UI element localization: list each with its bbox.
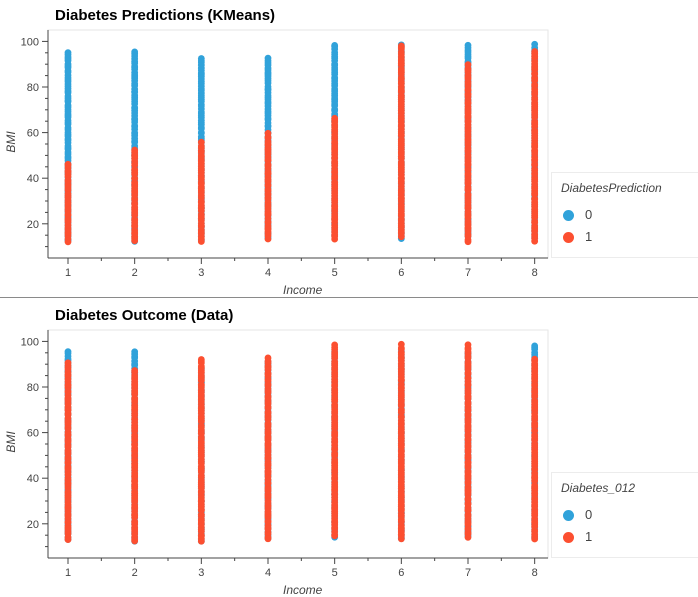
x-tick-label: 6 xyxy=(398,567,404,579)
legend-dot-1 xyxy=(563,232,574,243)
y-tick-label: 40 xyxy=(27,473,39,485)
x-tick-label: 5 xyxy=(332,267,338,279)
y-tick-label: 40 xyxy=(27,173,39,185)
legend-label-1: 1 xyxy=(585,529,593,544)
scatter-plot-outcome[interactable]: 20 40 60 80 100 1 2 3 4 5 6 7 8 xyxy=(0,300,560,596)
legend-dot-0 xyxy=(563,510,574,521)
data-point xyxy=(64,348,72,356)
y-axis-label: BMI xyxy=(4,431,18,453)
data-point xyxy=(131,48,139,56)
data-point xyxy=(197,138,205,146)
chart-panel-outcome: Diabetes Outcome (Data) 20 40 60 80 100 1 2 3 4 5… xyxy=(0,300,698,597)
x-tick-label: 2 xyxy=(132,567,138,579)
chart-panel-predictions: Diabetes Predictions (KMeans) 20 40 60 80 10… xyxy=(0,0,698,297)
x-tick-label: 4 xyxy=(265,567,271,579)
chart-title: Diabetes Outcome (Data) xyxy=(55,307,234,324)
legend-dot-0 xyxy=(563,210,574,221)
legend: DiabetesPrediction 0 1 xyxy=(551,172,698,258)
x-axis-label: Income xyxy=(283,583,323,597)
legend-label-0: 0 xyxy=(585,207,593,222)
x-tick-label: 4 xyxy=(265,267,271,279)
x-axis-label: Income xyxy=(283,283,323,297)
data-point xyxy=(64,49,72,57)
data-point xyxy=(397,42,405,50)
legend-title: DiabetesPrediction xyxy=(561,181,662,195)
data-point xyxy=(531,40,539,48)
data-point xyxy=(331,42,339,49)
data-point xyxy=(531,48,539,55)
data-point xyxy=(331,341,339,349)
data-point xyxy=(464,61,472,69)
x-tick-label: 3 xyxy=(198,567,204,579)
data-point xyxy=(531,355,539,363)
x-tick-label: 1 xyxy=(65,267,71,279)
x-tick-label: 6 xyxy=(398,267,404,279)
x-tick-label: 3 xyxy=(198,267,204,279)
series-1 xyxy=(64,42,539,246)
data-point xyxy=(264,54,272,62)
data-point xyxy=(331,114,339,122)
x-tick-label: 7 xyxy=(465,267,471,279)
y-tick-label: 20 xyxy=(27,219,39,231)
x-tick-label: 1 xyxy=(65,567,71,579)
x-tick-label: 2 xyxy=(132,267,138,279)
data-point xyxy=(531,342,539,350)
plot-frame xyxy=(47,329,549,559)
legend-dot-1 xyxy=(563,532,574,543)
data-point xyxy=(131,367,139,374)
legend-title: Diabetes_012 xyxy=(561,481,636,495)
y-tick-label: 80 xyxy=(27,382,39,394)
y-tick-label: 20 xyxy=(27,519,39,531)
panel-divider xyxy=(0,297,698,298)
data-point xyxy=(264,354,272,362)
data-point xyxy=(131,146,139,154)
y-tick-label: 100 xyxy=(21,36,39,48)
data-point xyxy=(464,41,472,49)
y-axis-label-wrap: BMI xyxy=(1,422,21,462)
y-tick-label: 80 xyxy=(27,82,39,94)
data-point xyxy=(197,356,205,363)
data-point xyxy=(464,341,472,349)
data-point xyxy=(131,348,139,356)
data-point xyxy=(64,359,72,367)
y-axis-label: BMI xyxy=(4,131,18,153)
legend-label-1: 1 xyxy=(585,229,593,244)
x-tick-label: 7 xyxy=(465,567,471,579)
chart-title: Diabetes Predictions (KMeans) xyxy=(55,7,276,24)
x-tick-label: 8 xyxy=(532,267,538,279)
series-1 xyxy=(64,340,539,545)
data-point xyxy=(264,129,272,137)
data-point xyxy=(197,55,205,62)
y-tick-label: 100 xyxy=(21,336,39,348)
legend: Diabetes_012 0 1 xyxy=(551,472,698,558)
data-point xyxy=(64,160,72,168)
y-axis-label-wrap: BMI xyxy=(1,122,21,162)
legend-label-0: 0 xyxy=(585,507,593,522)
scatter-plot-predictions[interactable]: 20 40 60 80 100 1 2 3 4 5 6 7 8 xyxy=(0,0,560,296)
y-tick-label: 60 xyxy=(27,128,39,140)
data-point xyxy=(397,340,405,348)
plot-frame xyxy=(47,29,549,259)
x-tick-label: 5 xyxy=(332,567,338,579)
y-tick-label: 60 xyxy=(27,428,39,440)
x-tick-label: 8 xyxy=(532,567,538,579)
